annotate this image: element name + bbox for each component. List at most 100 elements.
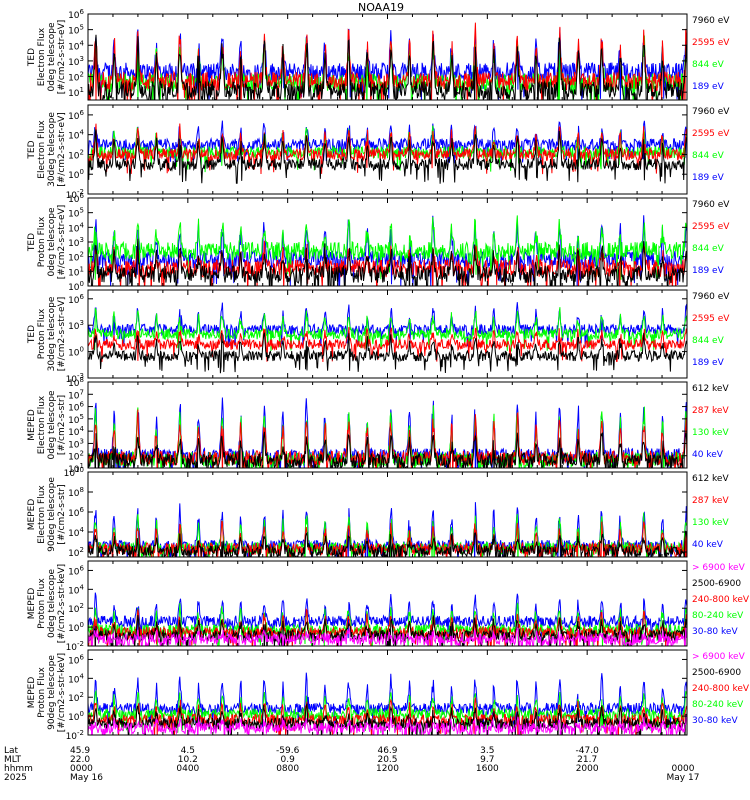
time-axis-hhmm: 0000 xyxy=(70,764,93,774)
y-tick-label: 106 xyxy=(68,8,84,21)
panel-4-series-4 xyxy=(88,332,687,374)
panel-1-series-1 xyxy=(88,28,687,100)
y-tick-label: 10-2 xyxy=(66,188,84,201)
y-tick-label: 104 xyxy=(68,425,84,438)
y-tick-label: 106 xyxy=(68,564,84,577)
time-axis-lat: -59.6 xyxy=(276,746,300,756)
time-axis-lat: 45.9 xyxy=(70,746,90,756)
y-tick-label: 105 xyxy=(68,24,84,37)
time-axis-hhmm: 1200 xyxy=(376,764,399,774)
y-tick-label: 106 xyxy=(68,192,84,205)
legend-entry: 2500-6900 xyxy=(692,579,741,589)
panel-2-traces xyxy=(88,120,687,184)
y-tick-label: 102 xyxy=(68,450,84,463)
time-axis-hhmm: 0400 xyxy=(176,764,199,774)
legend-entry: > 6900 keV xyxy=(692,563,746,573)
time-axis-mlt: 0.9 xyxy=(281,755,296,765)
y-tick-label: 104 xyxy=(68,672,84,685)
legend-entry: 40 keV xyxy=(692,540,724,550)
legend-entry: 130 keV xyxy=(692,428,729,438)
y-tick-label: 106 xyxy=(68,109,84,122)
y-tick-label: 100 xyxy=(68,168,84,181)
legend-entry: 2500-6900 xyxy=(692,668,741,678)
time-axis-hhmm: 0800 xyxy=(276,764,299,774)
panel-7-ylabel: MEPEDProton Flux0deg telescope[#/cm2-s-s… xyxy=(27,564,67,643)
panel-8-series-5 xyxy=(88,714,687,735)
y-tick-label: 104 xyxy=(68,129,84,142)
y-tick-label: 104 xyxy=(68,583,84,596)
legend-entry: 80-240 keV xyxy=(692,700,744,710)
y-tick-label: 103 xyxy=(68,55,84,68)
y-tick-label: 102 xyxy=(68,148,84,161)
legend-entry: 30-80 keV xyxy=(692,716,738,726)
panel-4-ylabel: TEDProton Flux30deg telescope[#/cm2-s-st… xyxy=(27,296,67,371)
panel-8-traces xyxy=(88,672,687,735)
y-tick-label: 107 xyxy=(68,388,84,401)
panel-2-series-4 xyxy=(88,129,687,184)
panel-1-series-3 xyxy=(88,22,687,100)
time-axis-hhmm: 0000 xyxy=(672,764,695,774)
y-tick-label: 100 xyxy=(68,280,84,293)
legend-entry: 189 eV xyxy=(692,266,725,276)
y-tick-label: 102 xyxy=(68,691,84,704)
legend-entry: 40 keV xyxy=(692,450,724,460)
time-axis-row-label: Lat xyxy=(4,746,19,756)
y-tick-label: 101 xyxy=(68,462,84,475)
y-tick-label: 103 xyxy=(68,236,84,249)
legend-entry: 189 eV xyxy=(692,173,725,183)
time-axis-mlt: 9.7 xyxy=(480,755,494,765)
time-axis-row-label: hhmm xyxy=(4,764,33,774)
y-tick-label: 108 xyxy=(68,486,84,499)
y-tick-label: 106 xyxy=(68,506,84,519)
time-axis-lat: 3.5 xyxy=(480,746,494,756)
legend-entry: 844 eV xyxy=(692,60,725,70)
time-axis-mlt: 22.0 xyxy=(70,755,90,765)
y-tick-label: 106 xyxy=(68,401,84,414)
y-tick-label: 102 xyxy=(68,602,84,615)
y-tick-label: 105 xyxy=(68,413,84,426)
legend-entry: 844 eV xyxy=(692,244,725,254)
panel-4-traces xyxy=(88,302,687,374)
panel-2-ylabel: TEDElectron Flux30deg telescope[#/cm2-s-… xyxy=(27,112,67,187)
panel-8-ylabel: MEPEDProton Flux90deg telescope[#/cm2-s-… xyxy=(27,653,67,732)
legend-entry: 7960 eV xyxy=(692,107,730,117)
panel-5-ylabel: MEPEDElectron Flux0deg telescope[#/cm2-s… xyxy=(27,390,67,460)
y-tick-label: 100 xyxy=(68,346,84,359)
legend-entry: 30-80 keV xyxy=(692,627,738,637)
time-axis-lat: -47.0 xyxy=(576,746,600,756)
y-tick-label: 102 xyxy=(68,71,84,84)
y-tick-label: 106 xyxy=(68,293,84,306)
panel-2-series-2 xyxy=(88,125,687,173)
panel-2-series-3 xyxy=(88,123,687,175)
legend-entry: 844 eV xyxy=(692,336,725,346)
legend-entry: 7960 eV xyxy=(692,200,730,210)
time-axis-lat: 46.9 xyxy=(377,746,397,756)
time-axis-mlt: 10.2 xyxy=(178,755,198,765)
legend-entry: 287 keV xyxy=(692,496,729,506)
legend-entry: 7960 eV xyxy=(692,16,730,26)
y-tick-label: 101 xyxy=(68,265,84,278)
y-tick-label: 100 xyxy=(68,621,84,634)
y-tick-label: 103 xyxy=(68,437,84,450)
panel-3-ylabel: TEDProton Flux0deg telescope[#/cm2-s-str… xyxy=(27,205,67,280)
panel-3-traces xyxy=(88,215,687,286)
time-axis-date: May 17 xyxy=(667,773,700,783)
time-axis-hhmm: 2000 xyxy=(576,764,599,774)
y-tick-label: 101 xyxy=(68,86,84,99)
y-tick-label: 10-3 xyxy=(66,372,84,385)
legend-entry: 844 eV xyxy=(692,151,725,161)
legend-entry: 7960 eV xyxy=(692,292,730,302)
plot-title: NOAA19 xyxy=(358,1,404,14)
legend-entry: 189 eV xyxy=(692,82,725,92)
y-tick-label: 102 xyxy=(68,546,84,559)
